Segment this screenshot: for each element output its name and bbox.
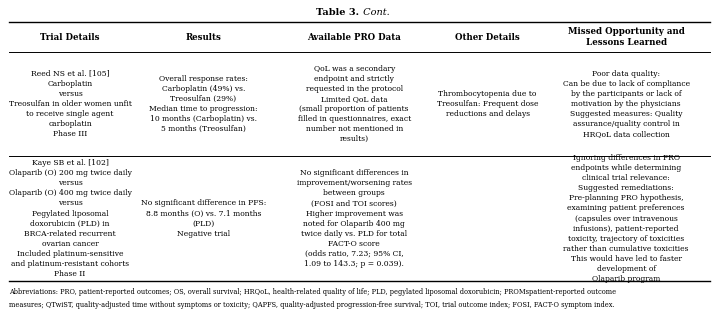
Text: Kaye SB et al. [102]
Olaparib (O) 200 mg twice daily
versus
Olaparib (O) 400 mg : Kaye SB et al. [102] Olaparib (O) 200 mg… xyxy=(9,159,132,278)
Text: Ignoring differences in PRO
endpoints while determining
clinical trial relevance: Ignoring differences in PRO endpoints wh… xyxy=(564,154,689,283)
Text: Reed NS et al. [105]
Carboplatin
versus
Treosulfan in older women unfit
to recei: Reed NS et al. [105] Carboplatin versus … xyxy=(9,70,132,138)
Text: No significant difference in PFS:
8.8 months (O) vs. 7.1 months
(PLD)
Negative t: No significant difference in PFS: 8.8 mo… xyxy=(141,199,266,238)
Text: Overall response rates:
Carboplatin (49%) vs.
Treosulfan (29%)
Median time to pr: Overall response rates: Carboplatin (49%… xyxy=(149,75,257,133)
Text: Abbreviations: PRO, patient-reported outcomes; OS, overall survival; HRQoL, heal: Abbreviations: PRO, patient-reported out… xyxy=(9,288,615,296)
Text: Trial Details: Trial Details xyxy=(40,33,100,42)
Text: measures; QTwiST, quality-adjusted time without symptoms or toxicity; QAPFS, qua: measures; QTwiST, quality-adjusted time … xyxy=(9,301,614,309)
Text: Results: Results xyxy=(186,33,221,42)
Text: Cont.: Cont. xyxy=(360,8,389,17)
Text: Poor data quality:
Can be due to lack of compliance
by the participants or lack : Poor data quality: Can be due to lack of… xyxy=(562,70,690,138)
Text: QoL was a secondary
endpoint and strictly
requested in the protocol
Limited QoL : QoL was a secondary endpoint and strictl… xyxy=(298,65,411,143)
Text: Missed Opportunity and
Lessons Learned: Missed Opportunity and Lessons Learned xyxy=(568,27,684,47)
Text: No significant differences in
improvement/worsening rates
between groups
(FOSI a: No significant differences in improvemen… xyxy=(297,169,412,268)
Text: Thrombocytopenia due to
Treosulfan: Frequent dose
reductions and delays: Thrombocytopenia due to Treosulfan: Freq… xyxy=(437,90,539,118)
Text: Available PRO Data: Available PRO Data xyxy=(307,33,401,42)
Text: Other Details: Other Details xyxy=(455,33,520,42)
Text: Table 3.: Table 3. xyxy=(316,8,360,17)
